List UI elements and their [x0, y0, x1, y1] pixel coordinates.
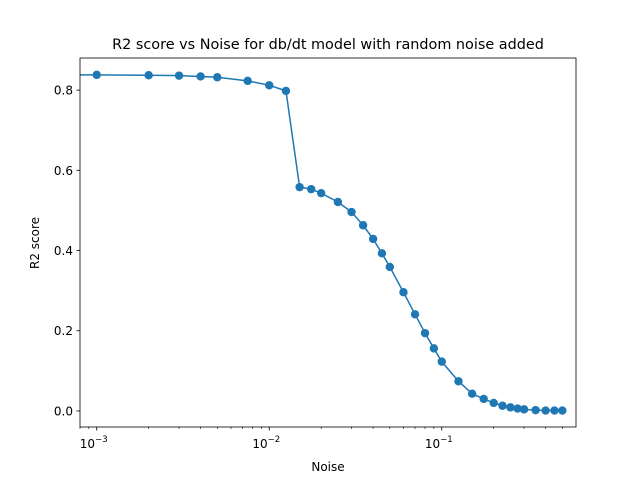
- x-tick-label: 10−1: [425, 435, 453, 451]
- x-tick-label: 10−2: [252, 435, 280, 451]
- x-axis: 10−3 10−2 10−1: [79, 427, 563, 451]
- data-point: [265, 81, 274, 90]
- y-axis: 0.0 0.2 0.4 0.6 0.8: [54, 84, 80, 418]
- y-tick-label: 0.0: [54, 404, 73, 418]
- data-point: [399, 288, 408, 297]
- chart-title: R2 score vs Noise for db/dt model with r…: [112, 37, 544, 53]
- data-point: [92, 70, 101, 80]
- data-point: [531, 405, 540, 415]
- data-point: [213, 73, 222, 82]
- y-tick-label: 0.4: [54, 244, 73, 258]
- y-tick-label: 0.8: [54, 84, 73, 98]
- data-point: [377, 249, 387, 258]
- y-axis-title: R2 score: [28, 217, 42, 269]
- data-point: [498, 401, 507, 410]
- x-tick-label: 10−3: [80, 435, 108, 451]
- data-point: [506, 403, 515, 412]
- x-axis-title: Noise: [311, 460, 344, 474]
- data-point: [196, 72, 205, 81]
- axes-frame: [79, 57, 577, 428]
- data-point: [550, 406, 559, 415]
- data-point: [281, 86, 291, 96]
- data-point: [347, 207, 356, 217]
- data-point: [316, 188, 326, 198]
- data-point: [333, 197, 343, 207]
- y-tick-label: 0.2: [54, 324, 73, 338]
- data-point: [385, 262, 395, 272]
- data-point: [429, 344, 439, 353]
- data-point: [489, 398, 498, 408]
- data-point: [368, 234, 378, 244]
- data-point: [541, 406, 550, 415]
- data-point: [454, 377, 463, 386]
- data-point: [467, 389, 477, 398]
- data-point: [144, 71, 153, 80]
- data-point: [358, 221, 368, 230]
- y-tick-label: 0.6: [54, 164, 73, 178]
- plot-area: [80, 70, 567, 415]
- data-point: [479, 394, 488, 404]
- data-point: [295, 182, 304, 192]
- data-point: [410, 310, 420, 319]
- data-point: [174, 71, 184, 80]
- data-point: [420, 328, 430, 338]
- data-point: [513, 404, 522, 413]
- data-point: [306, 184, 316, 194]
- data-point: [558, 406, 567, 415]
- data-point: [437, 357, 446, 366]
- data-point: [243, 76, 252, 86]
- data-point: [519, 405, 529, 414]
